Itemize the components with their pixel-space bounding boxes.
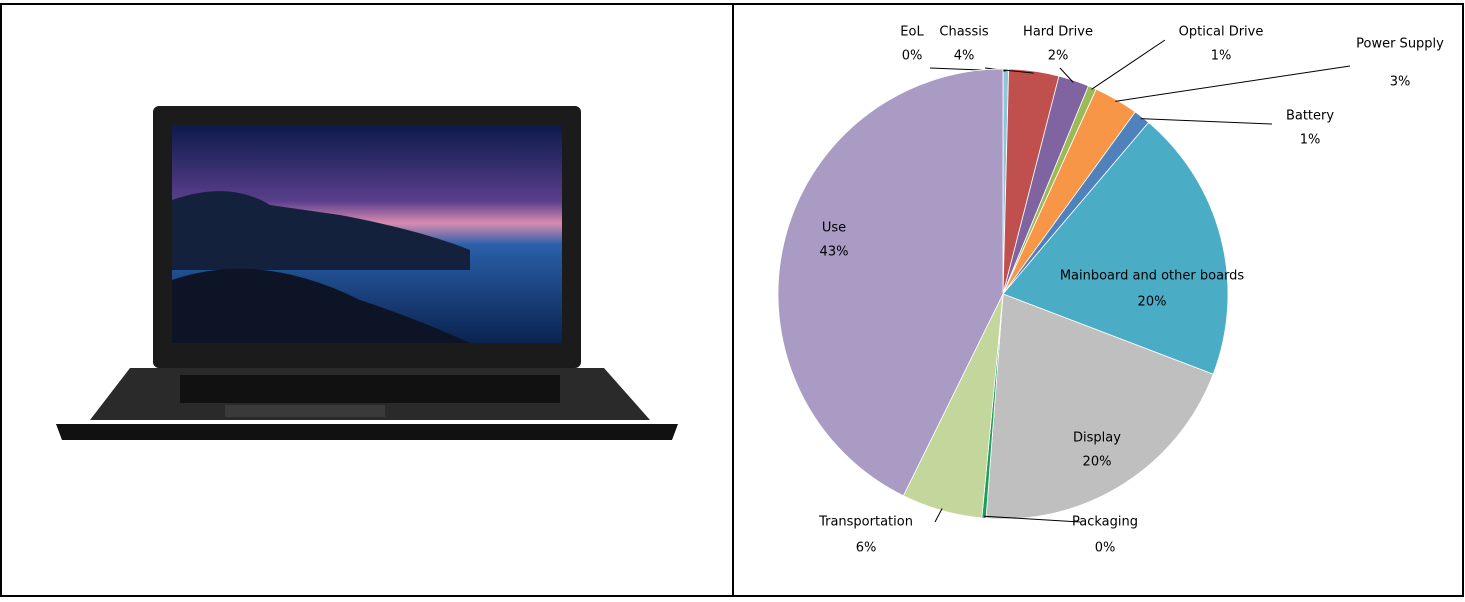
slice-value-label: 20%	[1083, 455, 1112, 470]
pie-chart: EoL 0% Chassis 4% Hard Drive 2% Optical Drive 1…	[777, 25, 1444, 556]
slice-value-label: 0%	[1095, 541, 1116, 556]
slice-label: Use	[822, 221, 846, 236]
slice-label: Hard Drive	[1023, 25, 1093, 40]
leader-line	[1115, 65, 1351, 102]
slice-value-label: 1%	[1211, 49, 1232, 64]
slice-label: EoL	[900, 25, 924, 40]
slice-label: Optical Drive	[1179, 25, 1264, 40]
slice-label: Chassis	[939, 25, 988, 40]
leader-line	[1059, 67, 1074, 83]
leader-line	[1140, 118, 1273, 125]
slice-value-label: 6%	[856, 541, 877, 556]
slice-value-label: 43%	[820, 245, 849, 260]
slice-label: Mainboard and other boards	[1060, 269, 1245, 284]
slice-value-label: 0%	[902, 49, 923, 64]
pie-slice	[1002, 121, 1229, 375]
slice-label: Display	[1073, 431, 1121, 446]
slice-label: Packaging	[1072, 515, 1138, 530]
laptop-image	[56, 106, 678, 440]
leader-line	[984, 515, 1081, 523]
slice-label: Power Supply	[1356, 37, 1444, 52]
slice-value-label: 4%	[954, 49, 975, 64]
slice-value-label: 2%	[1048, 49, 1069, 64]
slice-value-label: 20%	[1138, 295, 1167, 310]
leader-line	[934, 508, 943, 523]
pie-slice	[777, 68, 1004, 497]
leader-line	[1091, 39, 1166, 90]
slice-value-label: 1%	[1300, 133, 1321, 148]
slice-label: Battery	[1286, 109, 1334, 124]
slice-label: Transportation	[818, 515, 913, 530]
slice-value-label: 3%	[1390, 75, 1411, 90]
